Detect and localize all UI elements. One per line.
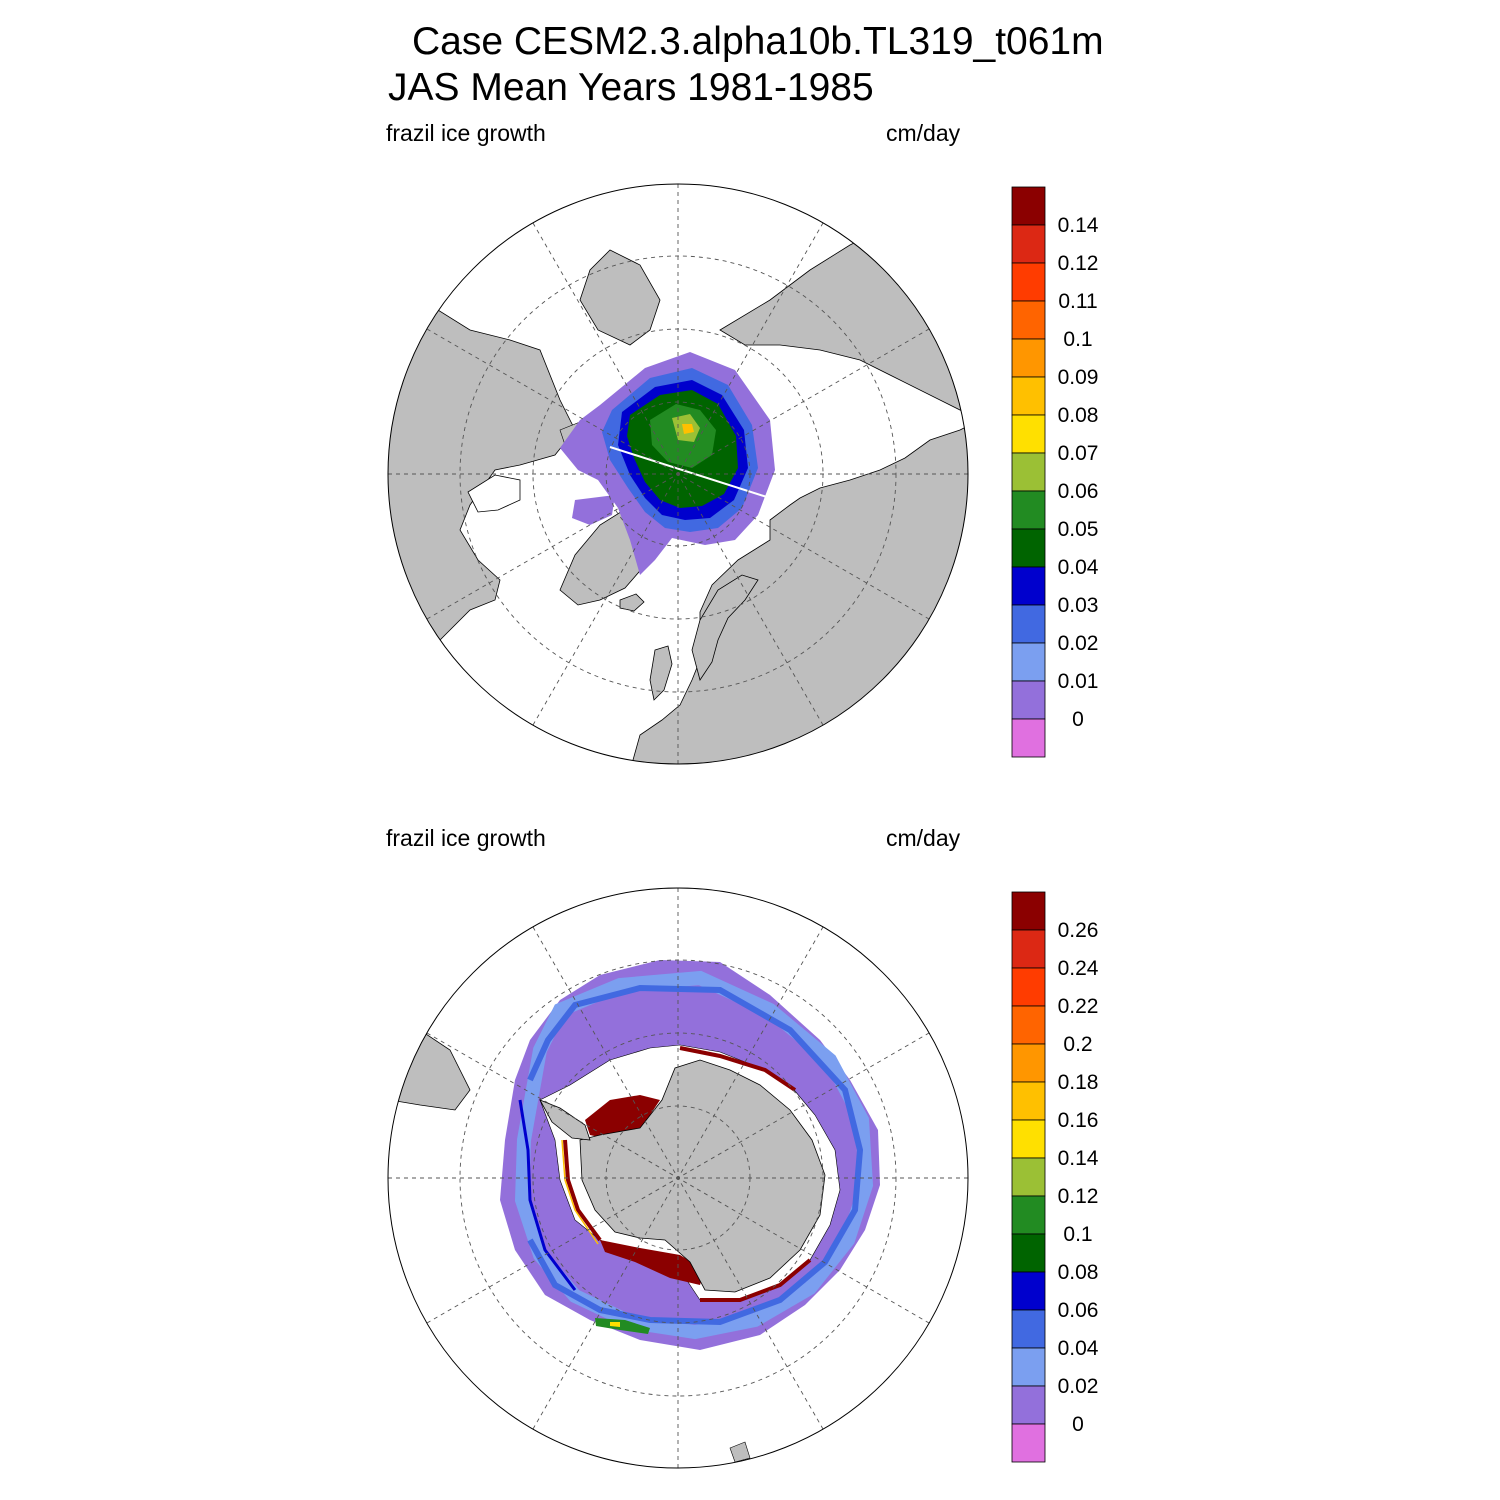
figure-title-line-1: Case CESM2.3.alpha10b.TL319_t061m xyxy=(412,20,1104,63)
south-colorbar-box-1 xyxy=(1011,929,1046,969)
north-colorbar-box-7 xyxy=(1011,452,1046,492)
south-colorbar: 0.26 0.24 0.22 0.2 0.18 0.16 0.14 0.12 0.1 0.08 0.… xyxy=(1011,891,1099,1463)
north-colorbar-label-1: 0.12 xyxy=(1058,252,1099,275)
north-colorbar-box-2 xyxy=(1011,262,1046,302)
north-colorbar-box-12 xyxy=(1011,642,1046,682)
north-colorbar-box-5 xyxy=(1011,376,1046,416)
north-colorbar-box-1 xyxy=(1011,224,1046,264)
north-colorbar-label-11: 0.02 xyxy=(1058,632,1099,655)
north-seam-line xyxy=(609,446,771,499)
north-map-border xyxy=(387,183,969,765)
north-colorbar-box-6 xyxy=(1011,414,1046,454)
south-field-max-edge xyxy=(563,1046,812,1302)
south-colorbar-box-2 xyxy=(1011,967,1046,1007)
south-map-border xyxy=(387,887,969,1469)
south-colorbar-box-12 xyxy=(1011,1347,1046,1387)
south-field-patch-green xyxy=(595,1318,650,1334)
north-colorbar-label-4: 0.09 xyxy=(1058,366,1099,389)
south-colorbar-box-11 xyxy=(1011,1309,1046,1349)
south-colorbar-box-3 xyxy=(1011,1005,1046,1045)
south-colorbar-box-4 xyxy=(1011,1043,1046,1083)
south-colorbar-box-14 xyxy=(1011,1423,1046,1463)
south-field-level-1 xyxy=(514,970,874,1340)
south-colorbar-label-10: 0.06 xyxy=(1058,1299,1099,1322)
south-colorbar-label-9: 0.08 xyxy=(1058,1261,1099,1284)
south-colorbar-box-5 xyxy=(1011,1081,1046,1121)
north-variable-label: frazil ice growth xyxy=(386,120,546,146)
south-colorbar-label-6: 0.14 xyxy=(1058,1147,1099,1170)
south-colorbar-label-11: 0.04 xyxy=(1058,1337,1099,1360)
south-colorbar-label-5: 0.16 xyxy=(1058,1109,1099,1132)
south-field-level-3 xyxy=(518,1099,577,1291)
south-graticule xyxy=(388,888,968,1468)
north-colorbar-box-13 xyxy=(1011,680,1046,720)
north-land-iceland xyxy=(619,593,645,612)
north-colorbar-label-3: 0.1 xyxy=(1063,328,1092,351)
south-colorbar-label-0: 0.26 xyxy=(1058,919,1099,942)
north-colorbar-box-0 xyxy=(1011,186,1046,226)
north-colorbar-label-6: 0.07 xyxy=(1058,442,1099,465)
north-land-scandinavia xyxy=(691,574,759,681)
figure-title-line-2: JAS Mean Years 1981-1985 xyxy=(388,66,874,109)
north-colorbar-label-5: 0.08 xyxy=(1058,404,1099,427)
north-hudson-bay xyxy=(467,474,521,513)
south-field-level-2 xyxy=(527,984,864,1326)
south-polar-map xyxy=(387,887,969,1469)
south-colorbar-box-8 xyxy=(1011,1195,1046,1235)
north-field-level-6 xyxy=(682,424,694,434)
south-land-antarctica xyxy=(579,1059,826,1293)
south-colorbar-box-9 xyxy=(1011,1233,1046,1273)
north-graticule xyxy=(388,184,968,764)
north-colorbar-box-10 xyxy=(1011,566,1046,606)
north-field-patch-baffin xyxy=(572,495,615,525)
south-colorbar-label-3: 0.2 xyxy=(1063,1033,1092,1056)
north-units-label: cm/day xyxy=(886,120,961,146)
north-colorbar-label-0: 0.14 xyxy=(1058,214,1099,237)
south-land-small-island xyxy=(729,1441,751,1463)
south-colorbar-label-1: 0.24 xyxy=(1058,957,1099,980)
south-colorbar-label-12: 0.02 xyxy=(1058,1375,1099,1398)
north-colorbar: 0.14 0.12 0.11 0.1 0.09 0.08 0.07 0.06 0.05 0.04 0… xyxy=(1011,186,1099,758)
north-land-north-america xyxy=(388,304,576,661)
north-colorbar-label-10: 0.03 xyxy=(1058,594,1099,617)
south-land-antarctic-peninsula xyxy=(539,1099,591,1141)
south-colorbar-box-13 xyxy=(1011,1385,1046,1425)
south-colorbar-label-8: 0.1 xyxy=(1063,1223,1092,1246)
north-colorbar-box-11 xyxy=(1011,604,1046,644)
north-colorbar-box-9 xyxy=(1011,528,1046,568)
south-field-edge-yellow xyxy=(561,1139,599,1245)
south-colorbar-label-13: 0 xyxy=(1072,1413,1084,1436)
south-field-max-ross xyxy=(600,1240,705,1285)
north-colorbar-label-2: 0.11 xyxy=(1058,290,1097,313)
south-colorbar-box-6 xyxy=(1011,1119,1046,1159)
north-colorbar-label-7: 0.06 xyxy=(1058,480,1099,503)
north-colorbar-label-9: 0.04 xyxy=(1058,556,1099,579)
north-colorbar-box-14 xyxy=(1011,718,1046,758)
north-colorbar-label-12: 0.01 xyxy=(1058,670,1099,693)
south-field-patch-yellow xyxy=(610,1322,620,1327)
north-polar-map xyxy=(387,183,969,765)
north-colorbar-label-8: 0.05 xyxy=(1058,518,1099,541)
south-field-max-weddell xyxy=(585,1095,660,1140)
south-colorbar-box-0 xyxy=(1011,891,1046,931)
north-colorbar-box-8 xyxy=(1011,490,1046,530)
south-colorbar-box-7 xyxy=(1011,1157,1046,1197)
south-units-label: cm/day xyxy=(886,825,961,851)
north-colorbar-box-4 xyxy=(1011,338,1046,378)
south-colorbar-box-10 xyxy=(1011,1271,1046,1311)
north-land-britain xyxy=(649,645,673,701)
south-colorbar-label-7: 0.12 xyxy=(1058,1185,1099,1208)
north-land-alaska xyxy=(579,249,661,346)
south-variable-label: frazil ice growth xyxy=(386,825,546,851)
north-colorbar-box-3 xyxy=(1011,300,1046,340)
south-colorbar-label-4: 0.18 xyxy=(1058,1071,1099,1094)
north-colorbar-label-13: 0 xyxy=(1072,708,1084,731)
south-colorbar-label-2: 0.22 xyxy=(1058,995,1099,1018)
